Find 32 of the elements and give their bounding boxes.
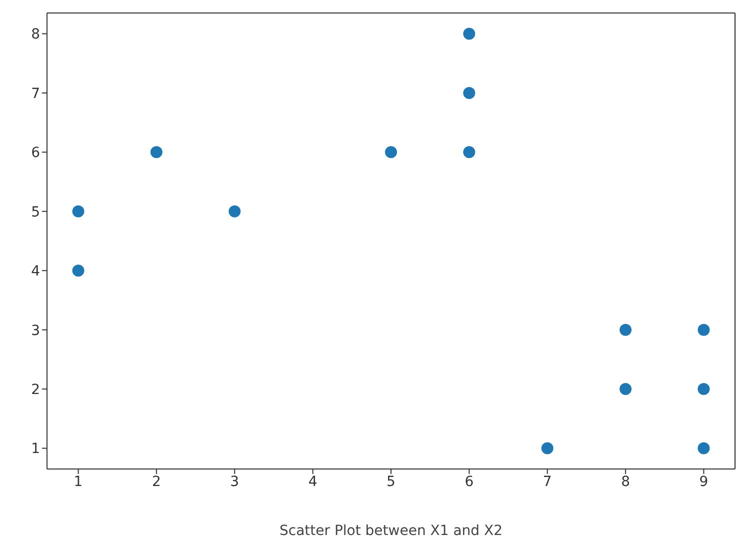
y-tick-label: 6	[31, 145, 40, 162]
y-tick-label: 7	[31, 86, 40, 102]
point	[72, 264, 84, 277]
point	[698, 383, 710, 396]
x-tick-label: 4	[308, 474, 318, 490]
point	[463, 28, 476, 40]
x-axis-title: Scatter Plot between X1 and X2	[279, 523, 503, 539]
x-tick-label: 5	[386, 474, 396, 490]
point	[150, 146, 162, 158]
x-tick-label: 6	[464, 474, 474, 490]
point	[620, 324, 632, 336]
point	[72, 205, 84, 218]
point	[463, 86, 476, 99]
y-tick-label: 2	[31, 382, 40, 398]
point	[620, 383, 632, 396]
point	[463, 146, 476, 158]
x-tick-label: 8	[621, 474, 630, 490]
y-tick-label: 5	[31, 204, 40, 220]
y-tick-label: 4	[31, 264, 40, 280]
point	[385, 146, 397, 158]
x-tick-label: 2	[152, 474, 161, 490]
y-tick-label: 8	[31, 26, 40, 43]
point	[541, 442, 554, 454]
y-tick-label: 3	[31, 322, 40, 339]
point	[698, 324, 710, 336]
x-tick-label: 7	[542, 474, 552, 490]
point	[228, 205, 241, 218]
x-tick-label: 9	[699, 474, 708, 490]
point	[698, 442, 710, 454]
x-tick-label: 3	[230, 474, 240, 490]
x-tick-label: 1	[74, 474, 83, 490]
y-tick-label: 1	[31, 441, 40, 458]
